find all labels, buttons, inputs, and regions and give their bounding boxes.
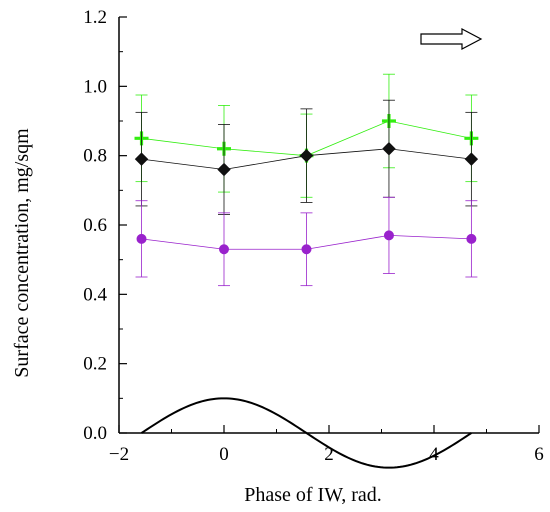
y-tick-label: 0.6: [83, 215, 107, 236]
diamond-marker: [217, 162, 231, 177]
x-tick-label: 0: [219, 444, 229, 465]
y-tick-label: 1.2: [83, 7, 107, 28]
y-tick-label: 0.2: [83, 354, 107, 375]
series-circle: [135, 196, 478, 287]
y-tick-label: 0.8: [83, 146, 107, 167]
circle-marker: [136, 233, 147, 244]
wave-layer: [140, 397, 472, 469]
direction-arrow-icon: [420, 28, 483, 50]
diamond-marker: [382, 142, 396, 156]
x-tick-label: −2: [109, 444, 129, 465]
plot-frame: [118, 17, 539, 434]
y-axis-label: Surface concentration, mg/sqm: [11, 128, 33, 378]
x-tick-label: 2: [324, 444, 334, 465]
series-diamond: [134, 99, 479, 216]
wave-line: [140, 397, 472, 469]
diamond-marker: [464, 152, 479, 166]
y-tick-label: 1.0: [83, 76, 107, 97]
x-tick-label: 6: [534, 444, 544, 465]
circle-marker: [219, 244, 229, 255]
series-layer: [134, 73, 479, 287]
arrow-shape: [420, 28, 483, 50]
x-axis-label: Phase of IW, rad.: [244, 484, 382, 506]
axis-ticks: −2 0 2 4 6 0.0 0.2 0.4 0.6 0.8 1.0 1.2: [83, 7, 544, 465]
y-tick-label: 0.0: [83, 423, 107, 444]
x-tick-label: 4: [429, 444, 439, 465]
diamond-marker: [299, 148, 314, 163]
diamond-marker: [134, 152, 149, 166]
y-tick-label: 0.4: [83, 284, 107, 305]
circle-marker: [301, 244, 312, 255]
circle-marker: [466, 233, 477, 244]
circle-marker: [383, 230, 394, 241]
